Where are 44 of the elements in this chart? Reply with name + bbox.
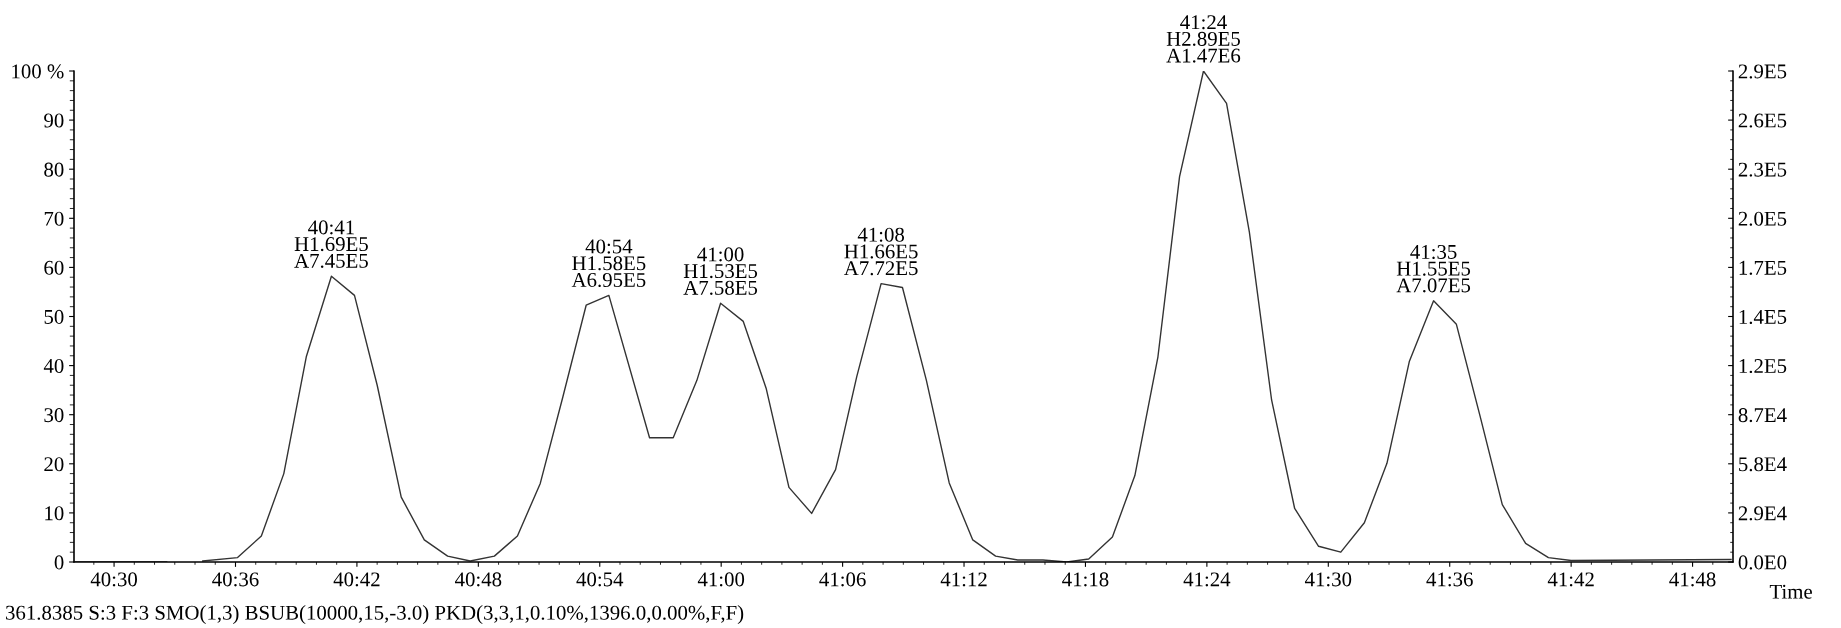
- y2-tick-label: 2.9E5: [1738, 64, 1787, 79]
- annotation: 40:41 H1.69E5 A7.45E5: [294, 220, 368, 268]
- y-tick-label: 80: [44, 162, 64, 177]
- y2-tick-label: 1.4E5: [1739, 309, 1787, 325]
- y2-tick-label: 5.8E4: [1739, 457, 1787, 472]
- annotation: 41:35 H1.55E5 A7.07E5: [1396, 244, 1471, 293]
- y-tick-label: 60: [44, 260, 64, 275]
- y-tick-label: 20: [44, 457, 64, 472]
- y-tick-label: 10: [45, 506, 64, 521]
- x-tick-label: 40:42: [333, 572, 380, 587]
- y2-tick-label: 2.0E5: [1738, 211, 1787, 226]
- x-tick-label: 40:48: [455, 572, 502, 587]
- y-tick-label: 100 %: [12, 64, 64, 79]
- y-tick-label: 70: [44, 211, 64, 226]
- x-tick-label: 40:30: [90, 572, 137, 587]
- y2-tick-label: 8.7E4: [1738, 408, 1787, 423]
- x-tick-label: 41:18: [1062, 572, 1109, 587]
- x-tick-label: 41:36: [1426, 572, 1473, 587]
- y-tick-label: 30: [44, 408, 64, 423]
- y2-tick-label: 2.3E5: [1738, 162, 1787, 177]
- x-axis-title: Time: [1769, 584, 1812, 599]
- x-tick-label: 41:24: [1183, 572, 1231, 587]
- annotation: 41:24 H2.89E5 A1.47E6: [1166, 15, 1241, 63]
- x-tick-label: 41:42: [1547, 572, 1594, 587]
- y-tick-label: 50: [44, 309, 64, 324]
- x-tick-label: 41:00: [697, 572, 745, 587]
- y2-tick-label: 0.0E0: [1738, 555, 1787, 570]
- x-tick-label: 40:54: [576, 572, 624, 587]
- y2-tick-label: 2.6E5: [1738, 113, 1787, 128]
- y-tick-label: 40: [43, 358, 64, 374]
- y-tick-label: 0: [54, 555, 64, 570]
- annotation: 40:54 H1.58E5 A6.95E5: [571, 239, 646, 288]
- y-tick-label: 90: [44, 113, 64, 128]
- x-tick-label: 40:36: [212, 572, 259, 587]
- y2-tick-label: 1.7E5: [1739, 260, 1787, 275]
- x-tick-label: 41:06: [819, 572, 866, 587]
- x-tick-label: 41:12: [940, 572, 987, 587]
- x-tick-label: 41:30: [1304, 572, 1352, 587]
- y2-tick-label: 1.2E5: [1739, 359, 1787, 374]
- x-tick-label: 41:48: [1669, 572, 1716, 587]
- text: 361.8385 S:3 F:3 SMO(1,3) BSUB(10000,15,-3.0) PKD(3,3,1,0.10%,1396.0,0.00%,F,F): [6, 605, 744, 624]
- annotation: 41:00 H1.53E5 A7.58E5: [683, 247, 758, 295]
- y2-tick-label: 2.9E4: [1738, 506, 1787, 521]
- annotation: 41:08 H1.66E5 A7.72E5: [843, 227, 918, 276]
